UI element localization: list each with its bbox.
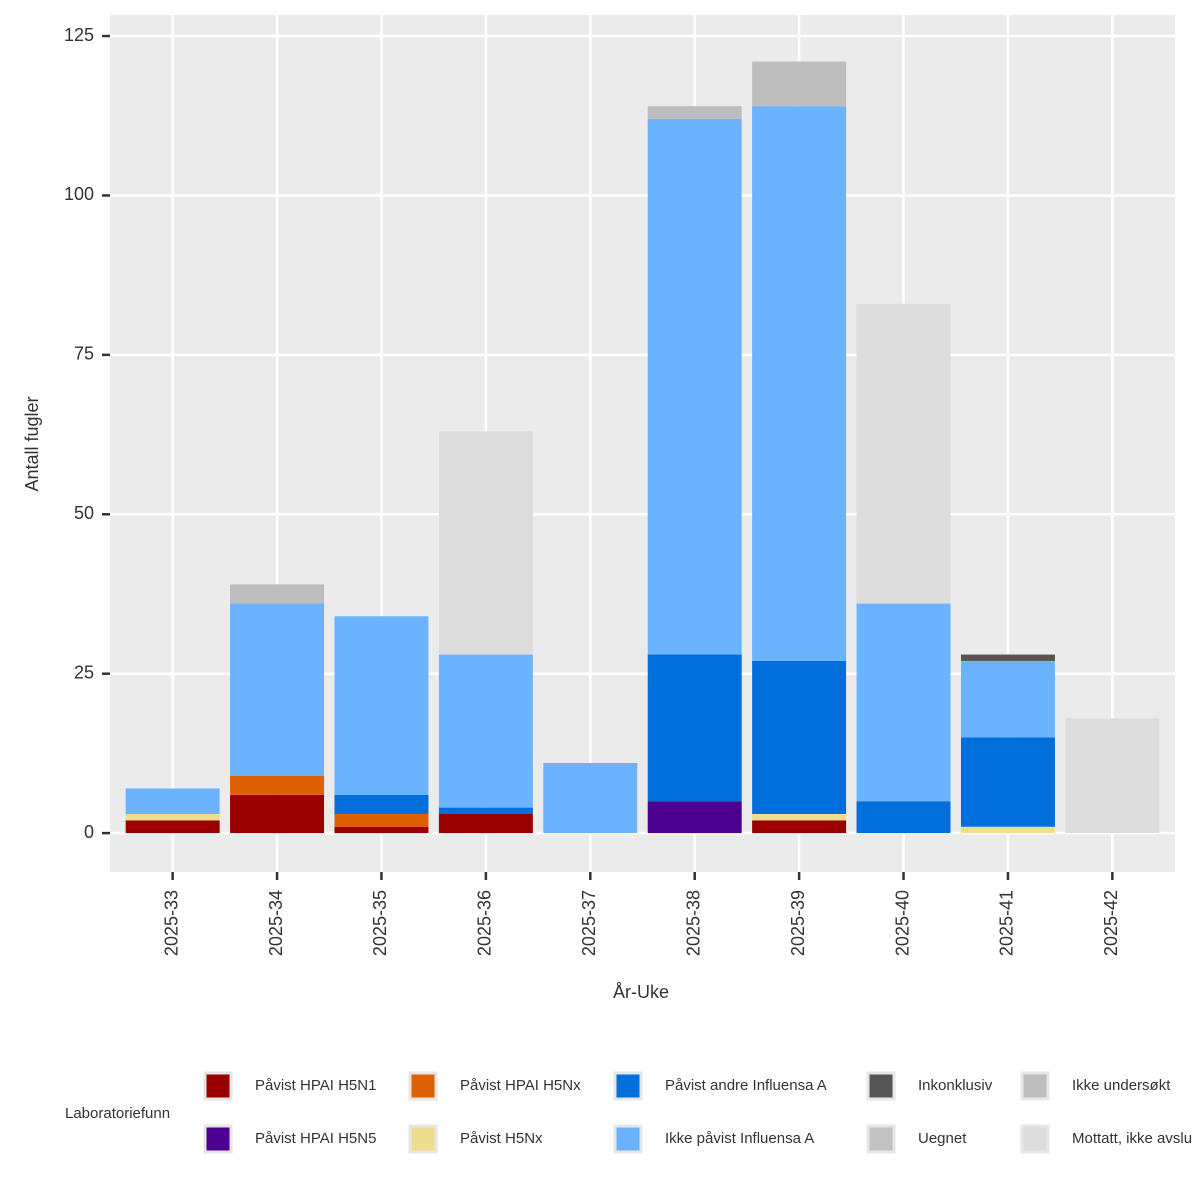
y-axis-title: Antall fugler xyxy=(22,396,42,491)
legend-label: Påvist HPAI H5N5 xyxy=(255,1130,376,1147)
y-tick-label: 50 xyxy=(74,503,94,523)
bar-segment xyxy=(230,584,325,604)
legend-key xyxy=(408,1071,438,1101)
legend-label: Ikke undersøkt xyxy=(1072,1077,1171,1094)
x-axis-title: År-Uke xyxy=(613,982,669,1002)
legend-key xyxy=(203,1071,233,1101)
bar-segment xyxy=(752,813,847,821)
bar-segment xyxy=(647,118,742,655)
bar-segment xyxy=(960,654,1055,661)
bar-segment xyxy=(856,603,951,802)
bar-segment xyxy=(438,813,533,834)
bar-segment xyxy=(334,813,429,827)
legend-key xyxy=(613,1124,643,1154)
y-tick-label: 75 xyxy=(74,344,94,364)
bar-segment xyxy=(230,794,325,834)
x-tick-label: 2025-42 xyxy=(1101,890,1121,956)
bar-segment xyxy=(856,303,951,604)
bar-segment xyxy=(752,820,847,834)
bar-segment xyxy=(125,788,220,814)
bar-segment xyxy=(960,660,1055,738)
legend-key xyxy=(866,1071,896,1101)
bar-segment xyxy=(125,820,220,834)
x-tick-label: 2025-41 xyxy=(997,890,1017,956)
bar-segment xyxy=(647,106,742,119)
y-tick-label: 100 xyxy=(64,184,94,204)
legend-key xyxy=(1020,1124,1050,1154)
legend-label: Påvist andre Influensa A xyxy=(665,1077,827,1094)
x-tick-label: 2025-37 xyxy=(579,890,599,956)
bar-segment xyxy=(438,654,533,808)
legend-key xyxy=(866,1124,896,1154)
legend-label: Uegnet xyxy=(918,1130,967,1147)
x-tick-label: 2025-39 xyxy=(788,890,808,956)
bar-segment xyxy=(647,801,742,834)
bar-segment xyxy=(438,431,533,655)
legend-label: Ikke påvist Influensa A xyxy=(665,1130,814,1147)
x-tick-label: 2025-33 xyxy=(161,890,181,956)
bar-segment xyxy=(960,737,1055,827)
legend-title: Laboratoriefunn xyxy=(65,1105,170,1122)
bar-segment xyxy=(960,826,1055,834)
bar-segment xyxy=(230,775,325,795)
x-tick-label: 2025-35 xyxy=(370,890,390,956)
bar-segment xyxy=(752,106,847,661)
y-tick-label: 125 xyxy=(64,25,94,45)
bar-segment xyxy=(438,807,533,814)
legend-label: Påvist HPAI H5N1 xyxy=(255,1077,376,1094)
legend-label: Inkonklusiv xyxy=(918,1077,993,1094)
bar-segment xyxy=(647,654,742,802)
x-tick-label: 2025-36 xyxy=(475,890,495,956)
bar-segment xyxy=(543,762,638,834)
legend-key xyxy=(203,1124,233,1154)
x-tick-label: 2025-38 xyxy=(683,890,703,956)
bar-segment xyxy=(752,61,847,107)
x-tick-label: 2025-34 xyxy=(266,890,286,956)
bar-segment xyxy=(334,794,429,814)
bar-segment xyxy=(334,616,429,795)
bar-segment xyxy=(125,813,220,821)
bar-segment xyxy=(334,826,429,834)
bar-segment xyxy=(230,603,325,776)
legend-label: Påvist HPAI H5Nx xyxy=(460,1077,581,1094)
legend-key xyxy=(613,1071,643,1101)
x-tick-label: 2025-40 xyxy=(892,890,912,956)
legend-key xyxy=(408,1124,438,1154)
bar-segment xyxy=(856,801,951,834)
bar-segment xyxy=(752,660,847,814)
y-tick-label: 0 xyxy=(84,822,94,842)
legend-label: Påvist H5Nx xyxy=(460,1130,543,1147)
legend-label: Mottatt, ikke avslu xyxy=(1072,1130,1192,1147)
bar-segment xyxy=(1065,718,1160,834)
legend-key xyxy=(1020,1071,1050,1101)
y-tick-label: 25 xyxy=(74,662,94,682)
